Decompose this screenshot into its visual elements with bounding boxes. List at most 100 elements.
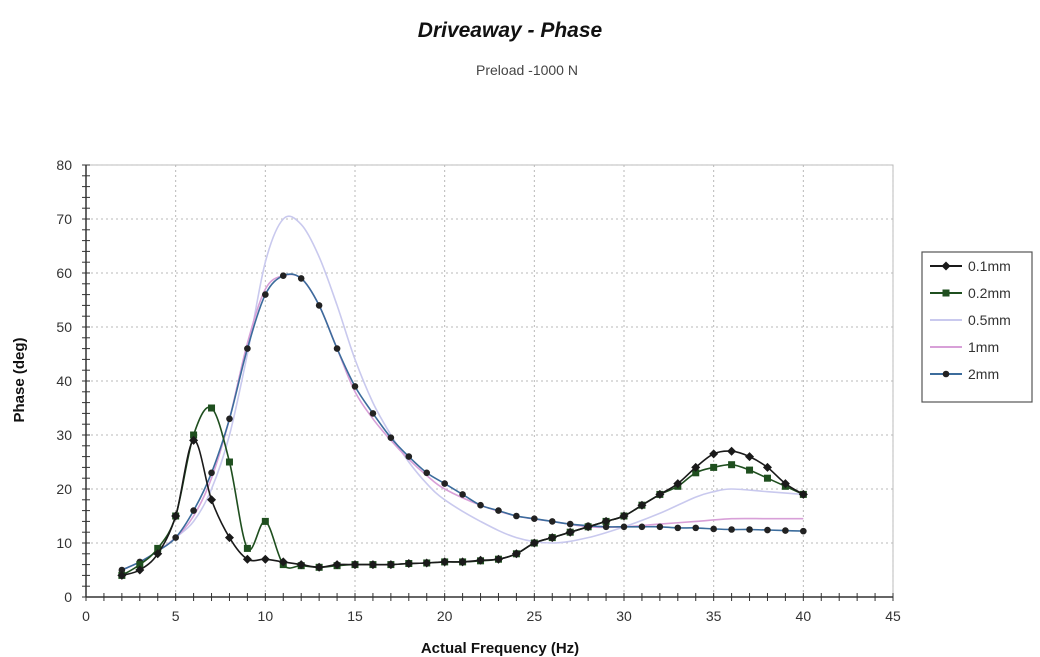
data-point	[746, 466, 754, 474]
x-tick-label: 5	[172, 608, 180, 624]
data-point	[800, 527, 807, 535]
x-tick-label: 20	[437, 608, 453, 624]
chart-title: Driveaway - Phase	[418, 19, 603, 42]
data-point	[727, 446, 737, 456]
data-point	[764, 526, 771, 534]
data-point	[763, 474, 771, 482]
data-point	[440, 557, 450, 567]
data-point	[189, 435, 199, 445]
data-point	[386, 560, 396, 570]
data-point	[602, 523, 610, 531]
legend-item: 0.2mm	[930, 285, 1011, 301]
legend-label: 2mm	[968, 366, 999, 382]
y-tick-label: 20	[56, 481, 72, 497]
legend-item: 0.5mm	[930, 312, 1011, 328]
x-tick-label: 40	[796, 608, 812, 624]
y-tick-label: 80	[56, 157, 72, 173]
data-point	[655, 489, 665, 499]
series-line	[121, 215, 804, 571]
y-tick-label: 60	[56, 265, 72, 281]
data-point	[692, 469, 700, 477]
x-tick-label: 25	[527, 608, 543, 624]
series-0_5mm	[121, 215, 804, 571]
data-point	[495, 507, 502, 514]
data-point	[190, 507, 197, 514]
data-point	[531, 515, 538, 522]
data-point	[332, 560, 342, 570]
axes	[82, 164, 894, 601]
data-point	[261, 517, 269, 525]
x-tick-label: 10	[258, 608, 274, 624]
data-point	[710, 463, 718, 471]
y-tick-label: 70	[56, 211, 72, 227]
x-axis-label: Actual Frequency (Hz)	[421, 640, 579, 657]
data-point	[208, 404, 216, 412]
data-point	[314, 562, 324, 572]
data-point	[423, 469, 431, 477]
data-point	[566, 520, 574, 528]
x-tick-label: 45	[885, 608, 901, 624]
data-point	[333, 345, 341, 352]
data-point	[691, 462, 701, 472]
data-point	[638, 523, 646, 531]
data-point	[529, 538, 539, 548]
data-point	[656, 523, 664, 531]
legend-box	[921, 251, 1033, 403]
data-point	[601, 516, 611, 526]
data-point	[620, 523, 628, 531]
data-point	[224, 533, 234, 543]
data-point	[315, 302, 323, 309]
data-point	[710, 525, 717, 533]
legend-label: 0.1mm	[968, 258, 1011, 274]
y-tick-label: 50	[56, 319, 72, 335]
data-point	[172, 534, 179, 541]
y-axis-label: Phase (deg)	[11, 337, 28, 422]
legend-item: 0.1mm	[930, 258, 1011, 274]
legend: 0.1mm 0.2mm 0.5mm 1mm 2mm	[921, 251, 1033, 403]
data-point	[190, 431, 198, 439]
data-point	[297, 275, 305, 282]
data-point	[260, 554, 270, 564]
legend-label: 0.5mm	[968, 312, 1011, 328]
data-point	[262, 291, 269, 298]
data-point	[118, 566, 126, 574]
data-point	[136, 561, 144, 569]
plot-area	[85, 164, 894, 598]
data-point	[728, 526, 735, 533]
data-point	[547, 533, 557, 543]
series-0_1mm	[117, 435, 808, 580]
data-point	[405, 453, 413, 460]
tick-labels: 0 10 20 30 40 50 60 70 80 0 5 10 15 20 25 30 35 40 45	[56, 157, 901, 624]
data-point	[422, 558, 432, 568]
data-point	[242, 554, 252, 564]
legend-label: 0.2mm	[968, 285, 1011, 301]
data-point	[243, 544, 251, 552]
data-point	[674, 524, 682, 532]
data-point	[745, 452, 755, 462]
x-tick-label: 30	[616, 608, 632, 624]
data-point	[368, 560, 378, 570]
legend-swatch-marker	[942, 370, 950, 378]
legend-item: 1mm	[930, 339, 999, 355]
data-point	[762, 462, 772, 472]
data-point	[350, 560, 360, 570]
data-point	[279, 272, 287, 280]
data-point	[798, 489, 808, 499]
data-point	[207, 495, 217, 505]
chart-subtitle: Preload -1000 N	[476, 62, 578, 78]
data-point	[513, 512, 520, 520]
data-point	[782, 527, 789, 534]
data-point	[548, 518, 556, 525]
data-point	[458, 557, 468, 567]
y-tick-label: 10	[56, 535, 72, 551]
legend-swatch-marker	[941, 261, 951, 271]
data-point	[583, 522, 593, 532]
data-point	[117, 570, 127, 580]
x-tick-label: 15	[347, 608, 363, 624]
legend-label: 1mm	[968, 339, 999, 355]
x-tick-label: 35	[706, 608, 722, 624]
series-layer	[117, 215, 808, 580]
data-point	[296, 560, 306, 570]
x-tick-label: 0	[82, 608, 90, 624]
data-point	[673, 479, 683, 489]
